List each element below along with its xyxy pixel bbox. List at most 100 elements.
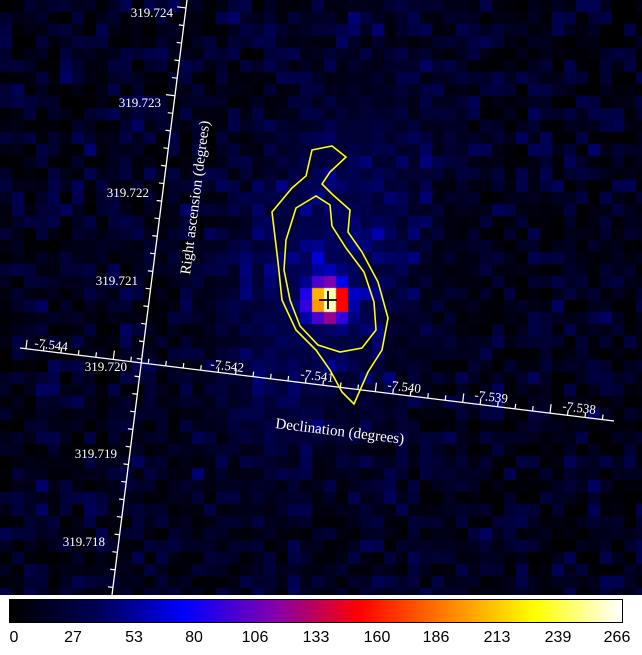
- axis-tick: [234, 369, 237, 375]
- axis-tick: [149, 252, 156, 255]
- colorbar-label: 160: [363, 629, 391, 646]
- axis-tick: [141, 322, 147, 325]
- axis-tick: [409, 390, 412, 397]
- contour-outer: [271, 145, 389, 406]
- axis-tick: [25, 339, 28, 349]
- axis-tick: [444, 395, 447, 401]
- axis-tick: [176, 41, 182, 44]
- axis-tick: [112, 551, 118, 553]
- axis-tick: [287, 375, 290, 382]
- ra-tick-label: 319.721: [96, 273, 138, 288]
- axis-tick: [392, 388, 395, 394]
- axis-tick: [167, 112, 173, 114]
- axis-tick: [42, 345, 45, 351]
- axis-tick: [132, 393, 138, 395]
- axis-tick: [125, 445, 131, 448]
- axis-tick: [138, 340, 145, 343]
- axis-tick: [374, 382, 378, 392]
- dec-tick-label: -7.539: [474, 387, 509, 406]
- axis-tick: [107, 586, 114, 589]
- axis-tick: [200, 365, 202, 371]
- counts-image: [0, 0, 642, 595]
- axis-tick: [114, 533, 120, 536]
- colorbar-label: 133: [302, 629, 330, 646]
- colorbar-gradient: [10, 600, 622, 622]
- axis-tick: [112, 350, 115, 360]
- axis-tick: [123, 463, 129, 466]
- ra-tick-label: 319.719: [75, 446, 117, 461]
- axis-tick: [462, 393, 465, 403]
- axis-tick: [165, 129, 171, 132]
- axis-tick: [549, 404, 552, 414]
- ra-axis-line: [111, 0, 188, 595]
- axis-tick: [165, 94, 176, 97]
- dec-axis-title: Declination (degrees): [275, 416, 406, 448]
- colorbar-label: 0: [9, 629, 19, 646]
- axis-tick: [601, 414, 604, 420]
- contour-inner: [283, 195, 377, 353]
- axis-tick: [130, 410, 136, 413]
- axis-tick: [147, 270, 153, 272]
- colorbar-label: 213: [483, 629, 511, 646]
- ra-tick-label: 319.723: [119, 95, 161, 110]
- axis-tick: [427, 393, 429, 399]
- axis-tick: [322, 380, 325, 386]
- dec-tick-label: -7.538: [562, 398, 597, 417]
- axis-tick: [127, 428, 133, 430]
- axis-tick: [584, 412, 587, 418]
- axis-tick: [130, 356, 132, 362]
- axis-tick: [136, 357, 142, 360]
- axis-tick: [357, 384, 360, 390]
- axis-tick: [163, 147, 169, 150]
- ra-tick-label: 319.720: [85, 359, 127, 374]
- axis-tick: [182, 363, 185, 369]
- colorbar: [9, 599, 623, 623]
- axis-tick: [304, 378, 307, 384]
- axis-tick: [116, 515, 122, 518]
- axis-tick: [174, 59, 180, 62]
- axis-tick: [95, 352, 98, 358]
- axis-tick: [497, 401, 499, 407]
- axis-tick: [172, 76, 178, 79]
- axis-tick: [165, 360, 167, 366]
- ra-tick-label: 319.724: [131, 5, 174, 20]
- axis-tick: [121, 480, 127, 483]
- colorbar-label: 53: [125, 629, 143, 646]
- axis-tick: [339, 382, 342, 388]
- axis-tick: [134, 375, 140, 378]
- ra-axis-title: Right ascension (degrees): [178, 120, 213, 276]
- colorbar-label: 239: [544, 629, 572, 646]
- axis-tick: [176, 6, 187, 9]
- axis-tick: [110, 568, 116, 571]
- ra-ticks: [107, 6, 187, 589]
- coordinate-overlay: 319.724 319.723 319.722 319.721 319.720 …: [19, 0, 615, 595]
- dec-tick-label: -7.540: [387, 377, 422, 396]
- dec-axis-line: [19, 347, 615, 422]
- dec-tick-label: -7.544: [34, 335, 70, 354]
- axis-tick: [269, 373, 272, 379]
- ra-tick-label: 319.722: [107, 185, 149, 200]
- axis-tick: [566, 410, 569, 416]
- axis-tick: [154, 217, 160, 220]
- dec-ticks: [25, 339, 604, 420]
- colorbar-label: 106: [241, 629, 269, 646]
- sky-image-panel[interactable]: 319.724 319.723 319.722 319.721 319.720 …: [0, 0, 642, 595]
- colorbar-label: 27: [64, 629, 82, 646]
- axis-tick: [145, 287, 151, 290]
- axis-tick: [161, 164, 167, 167]
- axis-tick: [118, 498, 125, 501]
- colorbar-label: 186: [422, 629, 450, 646]
- axis-tick: [143, 305, 149, 308]
- axis-tick: [479, 399, 482, 405]
- dec-tick-label: -7.542: [210, 356, 245, 375]
- colorbar-label: 266: [603, 629, 631, 646]
- axis-tick: [531, 405, 534, 412]
- ra-tick-label: 319.718: [63, 534, 105, 549]
- axis-tick: [60, 347, 63, 354]
- dec-tick-label: -7.541: [300, 366, 335, 385]
- axis-tick: [152, 235, 158, 237]
- axis-tick: [77, 350, 80, 356]
- axis-tick: [156, 199, 162, 202]
- axis-tick: [252, 371, 255, 377]
